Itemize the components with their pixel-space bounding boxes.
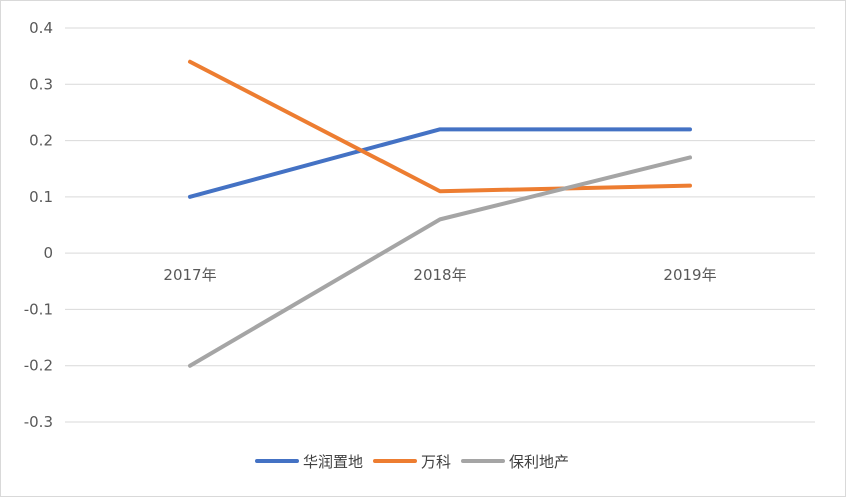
y-tick-label: 0 [43, 244, 53, 262]
y-tick-label: 0.2 [29, 132, 53, 150]
series-line-0 [188, 127, 692, 199]
gridlines [65, 27, 815, 423]
y-tick-label: -0.2 [24, 357, 53, 375]
y-tick-label: 0.3 [29, 75, 53, 93]
x-tick-label: 2018年 [413, 266, 466, 284]
series-line-2 [188, 155, 692, 368]
y-tick-label: 0.4 [29, 19, 53, 37]
legend-label: 万科 [421, 453, 451, 471]
legend-label: 保利地产 [509, 453, 569, 471]
legend-label: 华润置地 [303, 453, 363, 471]
series-line-1 [188, 59, 692, 194]
x-axis-ticks: 2017年 2018年 2019年 [163, 266, 716, 284]
legend: 华润置地 万科 保利地产 [255, 453, 569, 471]
y-tick-label: -0.1 [24, 300, 53, 318]
y-tick-label: 0.1 [29, 188, 53, 206]
x-tick-label: 2017年 [163, 266, 216, 284]
x-tick-label: 2019年 [663, 266, 716, 284]
series-lines [188, 59, 692, 368]
y-tick-label: -0.3 [24, 413, 53, 431]
y-axis-ticks: 0.4 0.3 0.2 0.1 0 -0.1 -0.2 -0.3 [24, 19, 53, 431]
